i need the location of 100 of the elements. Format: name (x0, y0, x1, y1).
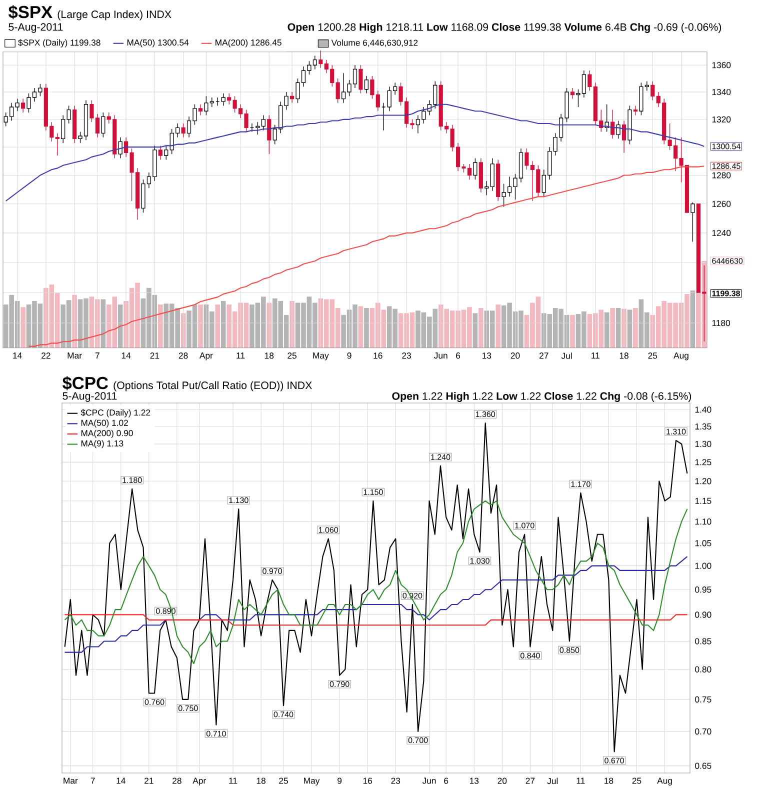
candlestick (290, 92, 294, 104)
y-tick-label: 1.25 (695, 459, 712, 466)
x-tick-label: 11 (236, 352, 245, 359)
data-label: 1.030 (470, 558, 490, 564)
x-tick-label: 7 (90, 778, 95, 784)
x-tick-label: Aug (674, 352, 688, 360)
data-label: 1.130 (229, 497, 248, 504)
y-tick-label: 0.75 (695, 696, 712, 702)
x-tick-label: 11 (592, 352, 600, 359)
x-tick-label: 25 (648, 352, 658, 359)
x-tick-label: Aug (657, 778, 672, 786)
x-tick-label: 25 (279, 778, 288, 784)
x-tick-label: 28 (172, 778, 182, 784)
x-tick-label: 11 (576, 778, 585, 784)
bar (690, 290, 696, 348)
data-label: 0.710 (206, 730, 226, 737)
data-label: 0.700 (408, 737, 428, 744)
y-tick-label: 1.40 (695, 406, 712, 413)
chart-title: $SPX (8, 5, 52, 20)
bar (220, 300, 226, 348)
candlestick (633, 105, 638, 116)
candlestick (478, 158, 483, 193)
candlestick (72, 105, 77, 144)
bar (627, 310, 632, 348)
x-tick-label: 23 (391, 778, 400, 784)
bar (266, 302, 272, 348)
x-tick-label: 6 (444, 778, 448, 784)
y-tick-label: 1.20 (695, 478, 712, 484)
bar (358, 306, 364, 348)
data-label: 0.740 (274, 712, 294, 718)
candlestick (570, 88, 575, 100)
data-label: 0.670 (604, 758, 624, 764)
x-tick-label: May (304, 778, 320, 786)
legend-label: Volume 6,446,630,912 (331, 39, 418, 47)
legend-label: MA(9) 1.13 (81, 440, 124, 448)
x-tick-label: 21 (150, 352, 160, 359)
x-tick-label: 7 (95, 352, 100, 359)
y-tick-label: 1280 (712, 172, 731, 178)
y-tick-label: 1340 (712, 88, 731, 96)
data-label: 1286.45 (712, 163, 740, 169)
y-tick-label: 0.80 (695, 666, 712, 672)
chart-subtitle: (Large Cap Index) INDX (58, 10, 172, 20)
x-tick-label: 20 (510, 352, 520, 359)
data-label: 1.150 (364, 489, 383, 495)
chart-title: $CPC (62, 376, 108, 390)
x-tick-label: Jul (561, 352, 572, 359)
y-tick-label: 0.70 (695, 728, 712, 734)
x-tick-label: 18 (256, 778, 266, 784)
y-tick-label: 1180 (712, 320, 730, 326)
y-tick-label: 0.65 (695, 762, 712, 769)
data-label: 0.760 (144, 699, 164, 705)
x-tick-label: 9 (338, 778, 342, 784)
data-label: 1.060 (318, 527, 338, 533)
data-label: 1.240 (431, 454, 450, 460)
x-tick-label: 18 (604, 778, 614, 784)
data-label: 1300.54 (712, 144, 740, 150)
legend-label: MA(200) 1286.45 (216, 39, 282, 48)
bar (633, 308, 638, 348)
x-tick-label: 22 (42, 352, 50, 359)
data-label: 1.310 (666, 428, 686, 434)
data-label: 0.970 (262, 568, 282, 574)
candlestick (20, 98, 26, 113)
legend-label: $CPC (Daily) 1.22 (80, 409, 150, 418)
text: 6446630 (712, 258, 743, 264)
x-tick-label: May (313, 352, 329, 360)
legend-label: MA(200) 0.90 (81, 430, 133, 438)
bar (20, 307, 26, 348)
y-tick-label: 1240 (712, 230, 731, 236)
x-tick-label: 23 (402, 352, 411, 359)
data-label: 1.360 (476, 411, 496, 418)
x-tick-label: 14 (116, 778, 126, 784)
y-tick-label: 1.15 (695, 498, 712, 504)
bar (570, 314, 575, 348)
y-tick-label: 1320 (712, 116, 731, 122)
x-tick-label: 18 (265, 352, 274, 359)
x-tick-label: 16 (374, 352, 382, 359)
y-tick-label: 1.05 (695, 540, 712, 546)
bar (158, 304, 163, 348)
x-tick-label: Mar (68, 352, 82, 359)
data-label: 1.170 (571, 481, 590, 487)
x-tick-label: 6 (456, 352, 460, 359)
chart-subtitle: (Options Total Put/Call Ratio (EOD)) INDX (114, 381, 312, 392)
data-label: 0.750 (178, 705, 198, 712)
legend-label: MA(50) 1300.54 (127, 39, 189, 48)
x-tick-label: 18 (620, 352, 628, 359)
x-tick-label: Apr (192, 778, 206, 786)
x-tick-label: 20 (498, 778, 507, 784)
bar (610, 308, 615, 348)
bar (215, 304, 220, 348)
candlestick (364, 76, 368, 94)
x-tick-label: 27 (526, 778, 535, 784)
data-label: 0.840 (520, 652, 540, 658)
x-tick-label: 25 (288, 352, 296, 359)
y-tick-label: 1.00 (695, 562, 712, 569)
y-tick-label: 1360 (712, 62, 731, 68)
text: Open 1.22 High 1.22 Low 1.22 Close 1.22 Chg -0.08 (-6.15%) (392, 392, 692, 402)
text: 5-Aug-2011 (62, 392, 117, 402)
x-tick-label: 9 (347, 352, 352, 359)
data-label: 0.850 (560, 647, 580, 653)
x-tick-label: 13 (482, 352, 492, 359)
